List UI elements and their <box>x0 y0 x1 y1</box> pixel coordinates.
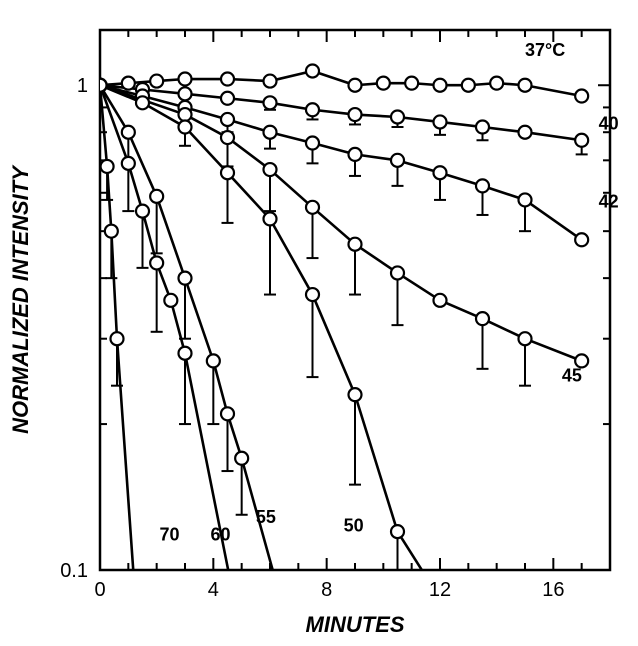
data-marker <box>349 238 362 251</box>
data-marker <box>264 212 277 225</box>
data-marker <box>306 288 319 301</box>
series-label: 37°C <box>525 40 565 60</box>
x-tick-label: 12 <box>429 579 451 601</box>
series-label: 60 <box>211 525 231 545</box>
data-marker <box>164 294 177 307</box>
series-label: 55 <box>256 507 276 527</box>
data-marker <box>221 407 234 420</box>
data-marker <box>306 103 319 116</box>
data-marker <box>391 154 404 167</box>
data-marker <box>101 160 114 173</box>
x-tick-label: 16 <box>542 579 564 601</box>
y-tick-label: 0.1 <box>60 560 88 582</box>
data-marker <box>349 388 362 401</box>
data-marker <box>434 294 447 307</box>
data-marker <box>306 137 319 150</box>
data-marker <box>264 163 277 176</box>
x-axis-label: MINUTES <box>306 612 405 637</box>
data-marker <box>349 79 362 92</box>
data-marker <box>476 121 489 134</box>
y-axis-label: NORMALIZED INTENSITY <box>8 164 33 434</box>
data-marker <box>476 179 489 192</box>
data-marker <box>391 525 404 538</box>
data-marker <box>391 110 404 123</box>
data-marker <box>179 121 192 134</box>
data-marker <box>221 73 234 86</box>
x-tick-label: 0 <box>94 579 105 601</box>
data-marker <box>207 354 220 367</box>
data-marker <box>221 92 234 105</box>
series-label: 70 <box>160 525 180 545</box>
series-label: 50 <box>344 516 364 536</box>
data-marker <box>490 77 503 90</box>
data-marker <box>179 87 192 100</box>
data-marker <box>476 312 489 325</box>
data-marker <box>179 272 192 285</box>
data-marker <box>391 266 404 279</box>
data-marker <box>264 96 277 109</box>
data-marker <box>235 452 248 465</box>
data-marker <box>462 79 475 92</box>
data-marker <box>179 347 192 360</box>
data-marker <box>179 73 192 86</box>
data-marker <box>575 233 588 246</box>
data-marker <box>136 96 149 109</box>
data-marker <box>349 148 362 161</box>
data-marker <box>575 90 588 103</box>
data-marker <box>519 332 532 345</box>
data-marker <box>575 134 588 147</box>
x-tick-label: 8 <box>321 579 332 601</box>
data-marker <box>136 205 149 218</box>
data-marker <box>519 193 532 206</box>
data-marker <box>111 332 124 345</box>
data-marker <box>264 126 277 139</box>
data-marker <box>519 79 532 92</box>
data-marker <box>150 75 163 88</box>
data-marker <box>377 77 390 90</box>
series-label: 45 <box>562 365 582 385</box>
data-marker <box>264 75 277 88</box>
data-marker <box>122 126 135 139</box>
data-marker <box>122 77 135 90</box>
decay-chart: 0 4 8 12 16 0.1 1 MINUTES NORMALIZED INTENSITY 37… <box>0 0 638 646</box>
data-marker <box>150 190 163 203</box>
data-marker <box>221 131 234 144</box>
chart-bg <box>0 0 638 646</box>
series-label: 42 <box>599 191 619 211</box>
data-marker <box>434 115 447 128</box>
data-marker <box>306 64 319 77</box>
series-label: 40 <box>599 114 619 134</box>
x-tick-label: 4 <box>208 579 219 601</box>
data-marker <box>150 256 163 269</box>
y-tick-label: 1 <box>77 75 88 97</box>
data-marker <box>105 225 118 238</box>
data-marker <box>221 113 234 126</box>
data-marker <box>122 157 135 170</box>
data-marker <box>434 79 447 92</box>
data-marker <box>349 108 362 121</box>
data-marker <box>519 126 532 139</box>
data-marker <box>434 166 447 179</box>
data-marker <box>221 166 234 179</box>
data-marker <box>179 108 192 121</box>
data-marker <box>306 201 319 214</box>
data-marker <box>405 77 418 90</box>
